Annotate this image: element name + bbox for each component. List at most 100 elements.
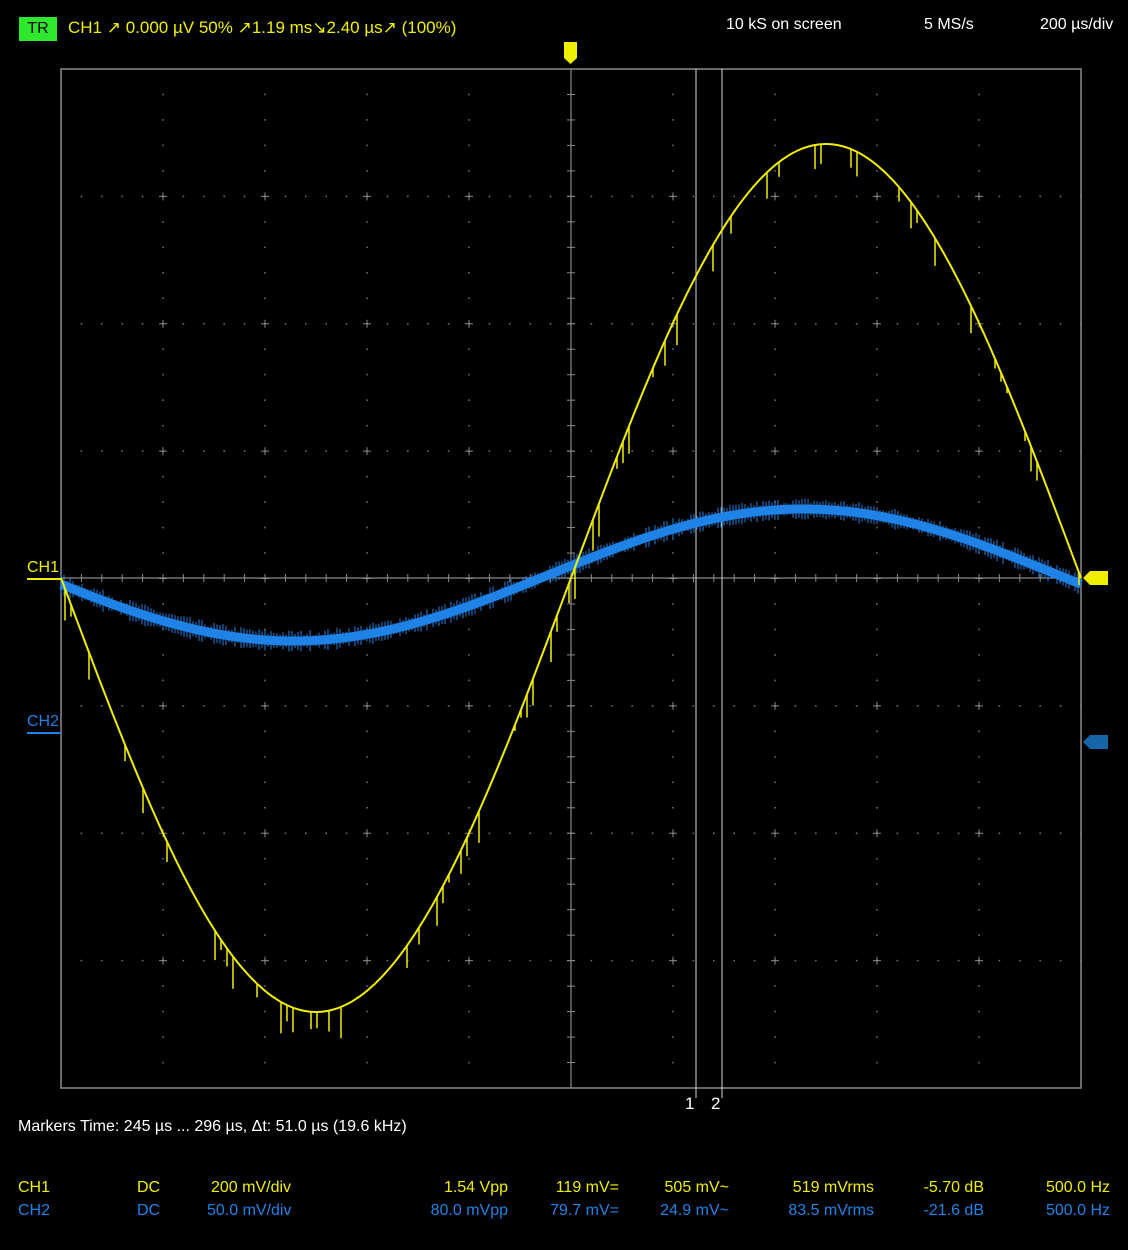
grid-dot — [284, 450, 287, 452]
grid-dot — [896, 959, 899, 962]
grid-dot — [345, 322, 348, 325]
measurement-db: -21.6 dB — [923, 1202, 984, 1219]
grid-dot — [978, 246, 980, 249]
grid-dot — [672, 934, 674, 936]
grid-dot — [243, 959, 246, 962]
grid-dot — [264, 93, 266, 96]
measurement-ac: 505 mV~ — [664, 1179, 729, 1196]
grid-dot — [876, 603, 878, 605]
grid-dot — [264, 730, 266, 733]
grid-dot — [264, 526, 266, 529]
grid-dot — [264, 1036, 266, 1038]
grid-cross — [669, 829, 677, 838]
grid-dot — [978, 679, 980, 682]
grid-cross — [975, 701, 983, 710]
grid-dot — [427, 959, 429, 962]
measurement-frequency: 500.0 Hz — [1045, 1179, 1110, 1196]
grid-dot — [774, 679, 776, 682]
grid-dot — [917, 195, 919, 198]
trigger-badge[interactable]: TR — [19, 17, 57, 41]
grid-dot — [366, 424, 368, 427]
grid-dot — [264, 654, 266, 656]
grid-dot — [651, 322, 654, 325]
grid-dot — [468, 221, 470, 223]
grid-dot — [468, 297, 470, 300]
grid-dot — [590, 705, 593, 707]
grid-dot — [386, 959, 389, 962]
grid-dot — [1039, 195, 1041, 198]
measurement-channel: CH1 — [18, 1179, 51, 1196]
grid-dot — [876, 501, 878, 503]
grid-dot — [366, 297, 368, 300]
trigger-position-icon[interactable] — [564, 42, 577, 64]
grid-dot — [162, 501, 164, 503]
grid-dot — [978, 170, 980, 172]
grid-dot — [162, 475, 164, 478]
grid-dot — [957, 322, 960, 325]
grid-dot — [672, 272, 674, 274]
grid-dot — [978, 985, 980, 987]
grid-dot — [774, 1010, 776, 1013]
grid-dot — [162, 679, 164, 682]
grid-dot — [978, 857, 980, 860]
grid-dot — [978, 119, 980, 121]
grid-dot — [672, 908, 674, 911]
grid-dot — [264, 399, 266, 401]
grid-dot — [896, 705, 899, 707]
grid-dot — [162, 526, 164, 529]
trigger-level-icon[interactable] — [1083, 571, 1108, 585]
grid-dot — [1039, 705, 1041, 707]
grid-dot — [366, 679, 368, 682]
grid-dot — [733, 832, 735, 835]
grid-dot — [80, 705, 83, 707]
grid-dot — [509, 832, 511, 835]
grid-dot — [794, 450, 797, 452]
grid-dot — [692, 322, 695, 325]
grid-dot — [978, 756, 980, 758]
grid-dot — [672, 399, 674, 401]
sample-rate: 5 MS/s — [924, 16, 974, 33]
grid-dot — [774, 934, 776, 936]
grid-dot — [488, 195, 491, 198]
grid-dot — [529, 705, 531, 707]
grid-dot — [876, 1061, 878, 1064]
grid-dot — [815, 322, 817, 325]
grid-dot — [468, 1061, 470, 1064]
grid-dot — [611, 959, 613, 962]
grid-dot — [917, 832, 919, 835]
measurement-mean: 119 mV= — [555, 1179, 619, 1196]
grid-dot — [264, 908, 266, 911]
grid-dot — [325, 195, 327, 198]
grid-dot — [468, 883, 470, 885]
measurement-scale: 200 mV/div — [211, 1179, 292, 1196]
grid-dot — [264, 501, 266, 503]
grid-dot — [774, 297, 776, 300]
grid-dot — [549, 832, 552, 835]
grid-dot — [101, 450, 103, 452]
cursor-2-label[interactable]: 2 — [711, 1094, 721, 1113]
grid-dot — [692, 832, 695, 835]
ch2-reference-label[interactable]: CH2 — [27, 713, 60, 730]
cursor-1-label[interactable]: 1 — [685, 1094, 695, 1113]
grid-dot — [855, 450, 858, 452]
grid-dot — [835, 450, 837, 452]
ch2-offset-icon[interactable] — [1083, 735, 1108, 749]
grid-dot — [488, 450, 491, 452]
grid-cross — [975, 829, 983, 838]
grid-dot — [468, 272, 470, 274]
grid-dot — [468, 424, 470, 427]
grid-dot — [264, 781, 266, 784]
grid-dot — [468, 246, 470, 249]
grid-dot — [978, 272, 980, 274]
grid-dot — [774, 144, 776, 147]
grid-dot — [468, 908, 470, 911]
grid-dot — [264, 603, 266, 605]
grid-dot — [957, 832, 960, 835]
grid-cross — [873, 956, 881, 965]
grid-cross — [465, 319, 473, 328]
grid-dot — [917, 959, 919, 962]
ch1-reference-label[interactable]: CH1 — [27, 559, 60, 576]
grid-dot — [468, 552, 470, 554]
grid-dot — [611, 322, 613, 325]
